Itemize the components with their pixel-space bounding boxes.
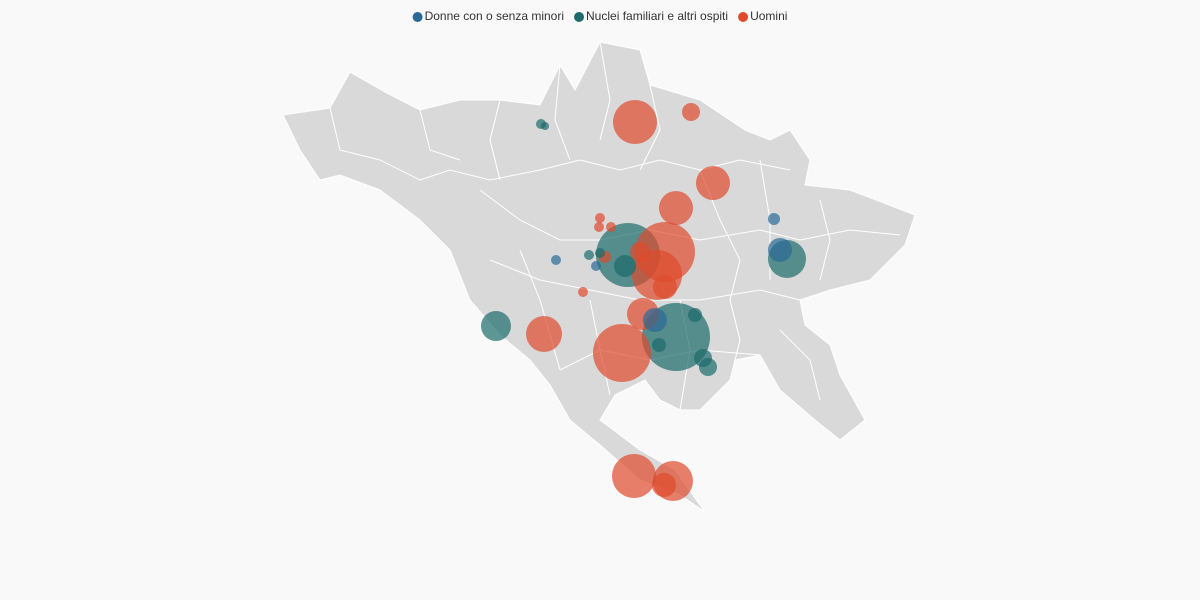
bubble bbox=[613, 100, 657, 144]
bubble bbox=[593, 324, 651, 382]
bubbles bbox=[481, 100, 806, 501]
bubble bbox=[541, 122, 549, 130]
legend-swatch bbox=[738, 12, 749, 22]
legend-label: Uomini bbox=[750, 9, 787, 23]
bubble bbox=[606, 222, 616, 232]
bubble bbox=[591, 261, 601, 271]
bubble bbox=[630, 242, 650, 262]
bubble bbox=[584, 250, 594, 260]
legend-label: Nuclei familiari e altri ospiti bbox=[586, 9, 728, 23]
bubble bbox=[652, 338, 666, 352]
legend: Donne con o senza minori Nuclei familiari… bbox=[412, 9, 787, 23]
bubble bbox=[652, 473, 676, 497]
bubble bbox=[768, 238, 792, 262]
bubble bbox=[688, 308, 702, 322]
bubble bbox=[612, 454, 656, 498]
bubble bbox=[768, 213, 780, 225]
bubble bbox=[696, 166, 730, 200]
bubble bbox=[659, 191, 693, 225]
bubble bbox=[595, 213, 605, 223]
bubble bbox=[614, 255, 636, 277]
legend-label: Donne con o senza minori bbox=[425, 9, 564, 23]
bubble bbox=[595, 248, 605, 258]
bubble bbox=[643, 308, 667, 332]
bubble bbox=[481, 311, 511, 341]
bubble bbox=[551, 255, 561, 265]
bubble bbox=[578, 287, 588, 297]
bubble bbox=[526, 316, 562, 352]
legend-swatch bbox=[574, 12, 585, 22]
bubble bbox=[699, 358, 717, 376]
legend-swatch bbox=[412, 12, 423, 22]
territory bbox=[282, 41, 916, 513]
bubble bbox=[682, 103, 700, 121]
bubble bbox=[653, 275, 677, 299]
bubble bbox=[594, 222, 604, 232]
